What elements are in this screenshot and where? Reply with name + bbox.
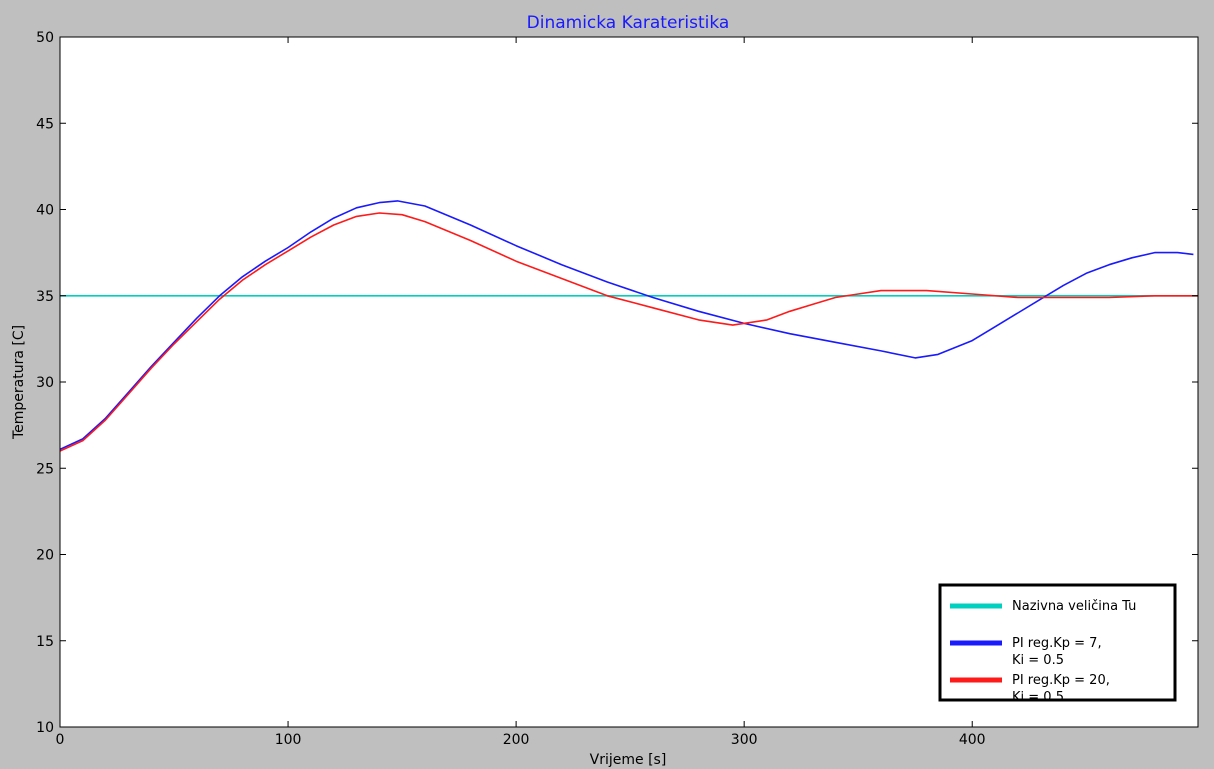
x-tick-label: 400 bbox=[959, 732, 986, 748]
y-tick-label: 35 bbox=[36, 289, 54, 305]
x-axis-label: Vrijeme [s] bbox=[590, 752, 667, 768]
legend-label-2: PI reg.Kp = 20, bbox=[1012, 673, 1110, 688]
y-tick-label: 45 bbox=[36, 116, 54, 132]
y-tick-label: 30 bbox=[36, 375, 54, 391]
y-tick-label: 20 bbox=[36, 548, 54, 564]
y-tick-label: 50 bbox=[36, 30, 54, 46]
legend: Nazivna veličina Tu PI reg.Kp = 7, Ki = 0.… bbox=[938, 583, 1177, 705]
y-tick-label: 40 bbox=[36, 203, 54, 219]
legend-label-1: PI reg.Kp = 7, bbox=[1012, 636, 1102, 651]
series-line-1 bbox=[59, 200, 1194, 451]
x-tick-label: 100 bbox=[275, 732, 302, 748]
y-tick-label: 25 bbox=[36, 461, 54, 477]
x-tick-label: 300 bbox=[731, 732, 758, 748]
x-tick-label: 0 bbox=[56, 732, 65, 748]
chart-title: Dinamicka Karateristika bbox=[527, 13, 730, 33]
legend-label-2: Ki = 0.5 bbox=[1012, 690, 1064, 705]
y-tick-label: 15 bbox=[36, 634, 54, 650]
legend-label-0: Nazivna veličina Tu bbox=[1012, 599, 1136, 614]
legend-label-1: Ki = 0.5 bbox=[1012, 653, 1064, 668]
y-axis-label: Temperatura [C] bbox=[11, 325, 27, 440]
y-tick-label: 10 bbox=[36, 720, 54, 736]
x-tick-label: 200 bbox=[503, 732, 530, 748]
series-line-2 bbox=[59, 212, 1198, 452]
